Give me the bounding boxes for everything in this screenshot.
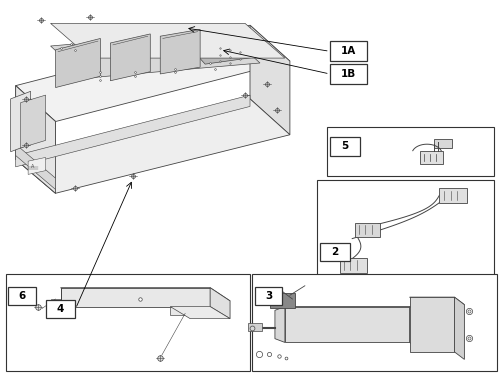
Text: 1B: 1B xyxy=(341,69,356,79)
Polygon shape xyxy=(16,99,290,193)
Text: 6: 6 xyxy=(18,291,26,301)
Polygon shape xyxy=(20,95,46,148)
Bar xyxy=(46,300,76,318)
Bar xyxy=(434,138,452,148)
Polygon shape xyxy=(110,34,150,81)
Polygon shape xyxy=(410,297,465,305)
Polygon shape xyxy=(60,288,210,307)
Polygon shape xyxy=(285,307,410,343)
Text: 4: 4 xyxy=(57,304,64,314)
Bar xyxy=(420,150,444,164)
Polygon shape xyxy=(60,288,230,301)
Bar xyxy=(330,64,367,84)
Polygon shape xyxy=(180,28,270,64)
Polygon shape xyxy=(275,307,285,343)
Text: A: A xyxy=(32,164,35,169)
Bar xyxy=(6,274,250,371)
Polygon shape xyxy=(170,307,230,319)
Bar xyxy=(328,127,494,176)
Bar xyxy=(354,223,380,237)
Bar xyxy=(255,287,282,305)
Bar xyxy=(330,138,360,155)
Polygon shape xyxy=(16,86,56,193)
Text: 1A: 1A xyxy=(341,46,356,56)
Polygon shape xyxy=(50,31,260,78)
Polygon shape xyxy=(10,91,30,152)
Polygon shape xyxy=(160,30,200,74)
Polygon shape xyxy=(16,95,250,167)
Text: 2: 2 xyxy=(331,247,338,257)
Polygon shape xyxy=(28,157,46,174)
Polygon shape xyxy=(410,297,455,352)
Bar xyxy=(252,274,497,371)
Polygon shape xyxy=(16,86,56,193)
Bar xyxy=(440,188,467,203)
Bar xyxy=(330,41,367,61)
Polygon shape xyxy=(50,288,60,307)
Polygon shape xyxy=(285,307,424,316)
Polygon shape xyxy=(50,23,285,58)
Polygon shape xyxy=(454,297,464,359)
Bar xyxy=(320,243,350,261)
Text: 3: 3 xyxy=(265,291,272,301)
Polygon shape xyxy=(210,288,230,319)
Polygon shape xyxy=(410,307,424,352)
Polygon shape xyxy=(170,307,210,315)
Polygon shape xyxy=(56,38,100,88)
Bar xyxy=(340,258,367,273)
Text: 5: 5 xyxy=(341,141,348,152)
Polygon shape xyxy=(16,25,290,122)
Bar xyxy=(248,323,262,331)
Polygon shape xyxy=(16,144,56,190)
Bar xyxy=(8,287,36,305)
Bar xyxy=(318,180,494,280)
Polygon shape xyxy=(250,25,290,135)
Bar xyxy=(270,293,295,309)
